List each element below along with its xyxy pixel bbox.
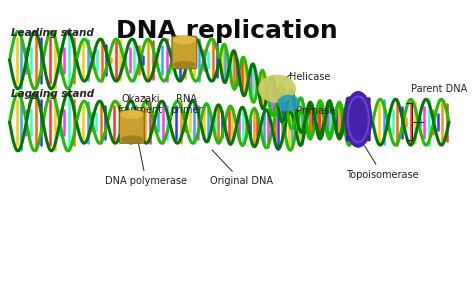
Text: Leading stand: Leading stand: [11, 28, 94, 38]
Ellipse shape: [345, 92, 372, 147]
Ellipse shape: [259, 75, 295, 102]
Text: Topoisomerase: Topoisomerase: [346, 146, 419, 180]
FancyBboxPatch shape: [172, 36, 197, 69]
FancyBboxPatch shape: [346, 97, 371, 141]
Text: Parent DNA: Parent DNA: [411, 84, 467, 94]
Ellipse shape: [121, 111, 142, 118]
Ellipse shape: [121, 136, 142, 143]
Ellipse shape: [174, 62, 195, 68]
Text: RNA
primer: RNA primer: [170, 94, 202, 115]
Text: Lagging stand: Lagging stand: [11, 89, 95, 99]
Text: Okazaki
fragment: Okazaki fragment: [118, 94, 163, 115]
Ellipse shape: [278, 95, 299, 111]
FancyBboxPatch shape: [119, 111, 144, 143]
Ellipse shape: [174, 36, 195, 44]
Text: Original DNA: Original DNA: [210, 150, 273, 186]
Text: Helicase: Helicase: [289, 72, 330, 82]
Text: Primase: Primase: [296, 105, 336, 115]
Text: DNA polymerase: DNA polymerase: [105, 113, 187, 186]
Text: DNA replication: DNA replication: [116, 19, 337, 43]
